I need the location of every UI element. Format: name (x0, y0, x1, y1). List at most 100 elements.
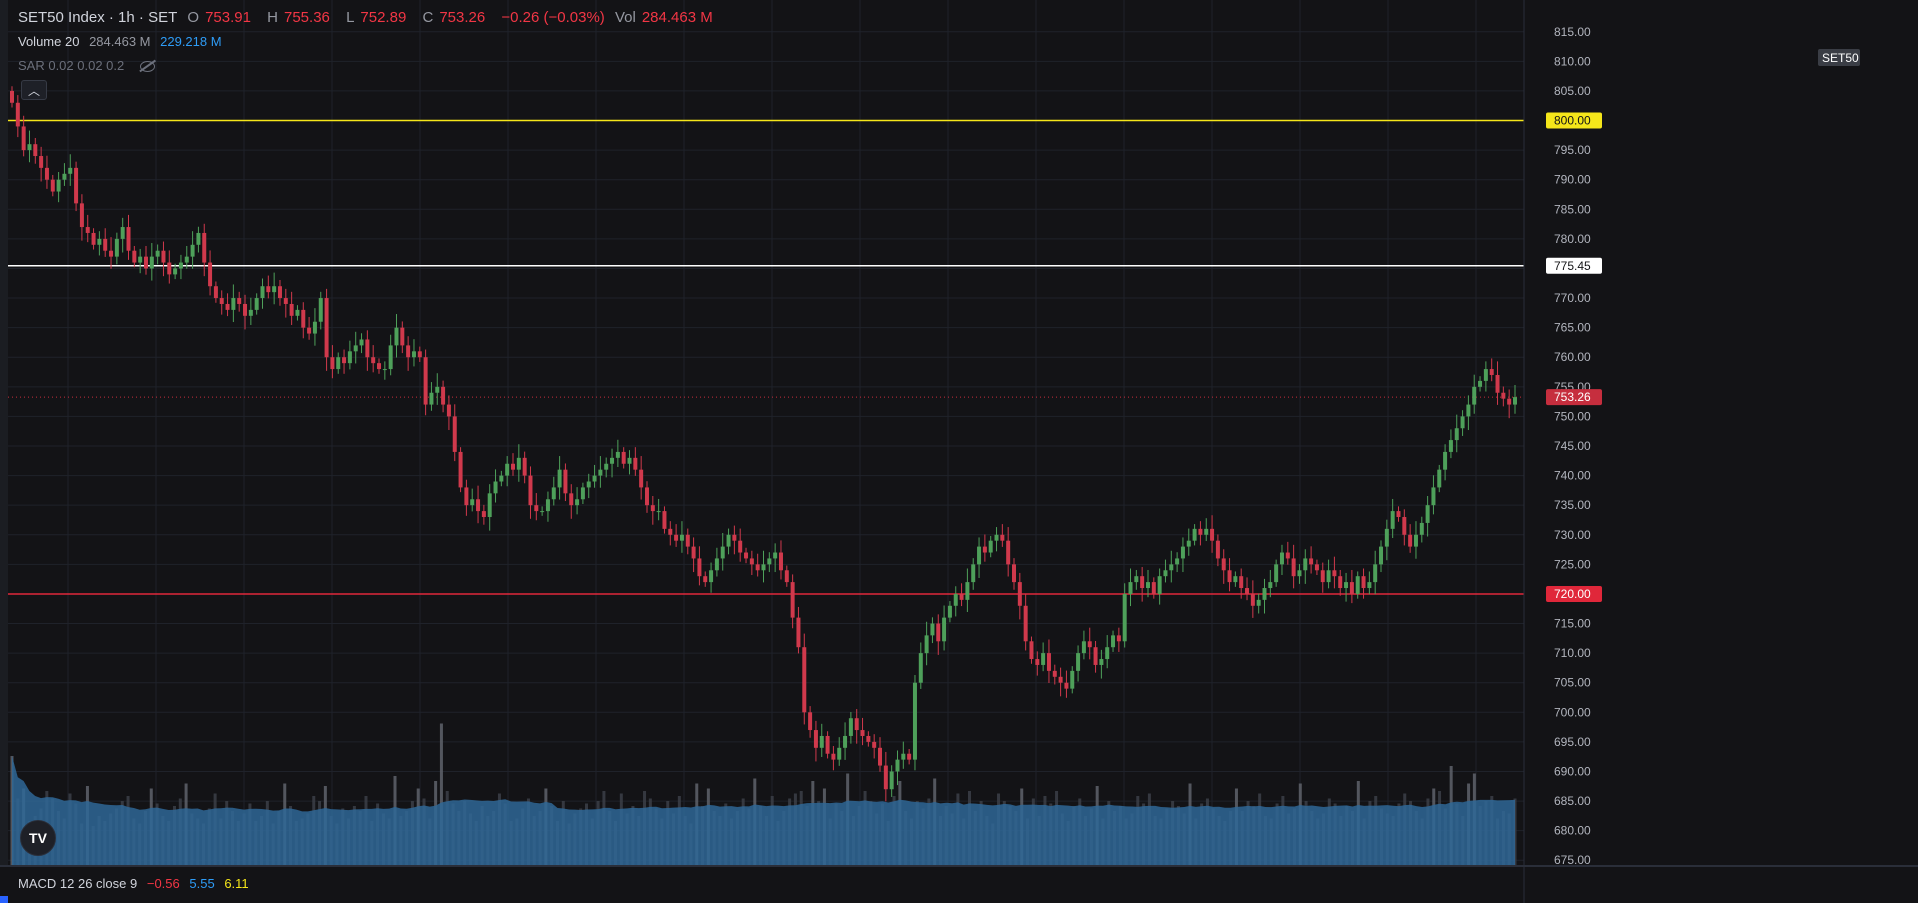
candle-body (324, 298, 329, 358)
candle-body (1454, 428, 1459, 441)
open-value: 753.91 (205, 9, 251, 26)
price-tick-label: 815.00 (1554, 25, 1591, 39)
candle-body (1058, 676, 1063, 683)
candle-body (1402, 517, 1407, 535)
candle-body (749, 558, 754, 565)
price-tick-label: 765.00 (1554, 321, 1591, 335)
candle-body (44, 167, 49, 180)
candle-body (912, 682, 917, 760)
candle-body (1204, 528, 1209, 535)
price-tick-label: 695.00 (1554, 735, 1591, 749)
candle-body (120, 227, 125, 239)
close-label: C (422, 9, 434, 26)
volume-legend[interactable]: Volume 20 284.463 M 229.218 M (18, 34, 228, 49)
candle-body (446, 404, 451, 417)
sar-indicator-name: SAR 0.02 0.02 0.2 (18, 58, 125, 73)
candle-body (190, 244, 195, 257)
line-price-tag-red: 720.00 (1554, 587, 1591, 601)
price-tick-label: 745.00 (1554, 439, 1591, 453)
candle-body (691, 546, 696, 559)
sar-legend[interactable]: SAR 0.02 0.02 0.2 (18, 58, 161, 73)
candle-body (744, 552, 749, 559)
eye-off-icon[interactable] (139, 61, 155, 73)
line-price-tag-red-bg (1546, 585, 1602, 602)
price-axis[interactable]: 815.00 810.00 805.00 800.00 795.00 790.00 785.… (1523, 0, 1918, 903)
candle-body (476, 499, 481, 512)
candle-body (394, 327, 399, 346)
candle-body (342, 357, 347, 364)
candle-body (74, 167, 79, 204)
candle-body (1419, 522, 1424, 535)
macd-hist-value: 6.11 (224, 876, 249, 891)
candle-body (1472, 386, 1477, 405)
candle-body (487, 493, 492, 518)
candle-body (592, 475, 597, 482)
candle-body (1390, 511, 1395, 529)
low-value: 752.89 (360, 9, 407, 26)
candle-body (202, 232, 207, 263)
candle-body (493, 481, 498, 494)
candle-body (1116, 635, 1121, 642)
price-tick-label: 725.00 (1554, 557, 1591, 571)
candle-body (1396, 511, 1401, 518)
candle-body (959, 593, 964, 600)
price-tick-label: 760.00 (1554, 350, 1591, 364)
candle-body (21, 126, 26, 151)
candle-body (1006, 540, 1011, 565)
candle-body (709, 570, 714, 583)
candle-body (423, 357, 428, 405)
macd-indicator-name: MACD 12 26 close 9 (18, 876, 138, 891)
candle-body (872, 741, 877, 748)
candle-body (1314, 564, 1319, 571)
candle-body (610, 457, 615, 464)
close-value: 753.26 (439, 9, 486, 26)
candle-body (173, 268, 178, 275)
candle-body (109, 250, 114, 257)
candle-body (388, 345, 393, 370)
candle-body (470, 499, 475, 506)
candle-body (1151, 582, 1156, 594)
candle-body (1326, 570, 1331, 583)
candle-body (604, 463, 609, 470)
candle-body (1297, 570, 1302, 577)
candle-body (843, 735, 848, 748)
candle-body (1495, 374, 1500, 393)
candle-body (1448, 440, 1453, 452)
candle-body (808, 712, 813, 731)
price-tick-label: 700.00 (1554, 705, 1591, 719)
candle-body (33, 144, 38, 157)
candle-body (1373, 564, 1378, 583)
chevron-up-icon[interactable]: ︿ (21, 80, 47, 100)
symbol-title[interactable]: SET50 Index · 1h · SET (18, 9, 178, 26)
pane-separator[interactable] (0, 865, 1918, 903)
candle-body (563, 469, 568, 494)
candle-body (499, 475, 504, 482)
candle-body (377, 363, 382, 370)
price-tick-label: 810.00 (1554, 54, 1591, 68)
candle-body (1489, 369, 1494, 375)
macd-legend[interactable]: MACD 12 26 close 9 −0.56 5.55 6.11 (18, 876, 255, 891)
candle-body (947, 605, 952, 618)
price-tick-label: 705.00 (1554, 676, 1591, 690)
candle-body (1355, 576, 1360, 594)
candle-body (1145, 582, 1150, 589)
symbol-legend: SET50 Index · 1h · SET O 753.91 H 755.36 L… (18, 9, 725, 26)
candle-body (569, 493, 574, 506)
candle-body (1210, 528, 1215, 541)
candle-body (1186, 540, 1191, 547)
candle-body (417, 351, 422, 358)
candle-body (1192, 528, 1197, 541)
candle-body (1262, 588, 1267, 600)
candle-body (219, 298, 224, 304)
candle-body (1169, 564, 1174, 571)
candle-body (336, 357, 341, 370)
candle-body (598, 469, 603, 476)
tradingview-logo[interactable]: TV (20, 820, 56, 856)
candle-body (353, 345, 358, 352)
candle-body (656, 511, 661, 513)
low-label: L (346, 9, 355, 26)
candle-body (1413, 534, 1418, 547)
horizontal-lines[interactable] (8, 119, 1524, 595)
candle-body (918, 653, 923, 683)
